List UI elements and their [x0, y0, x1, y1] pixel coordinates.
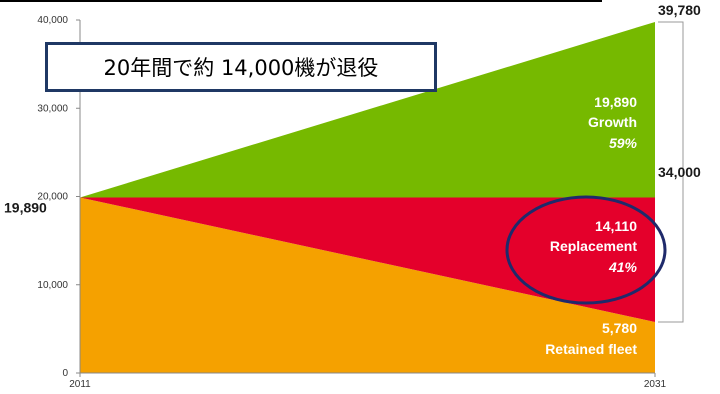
retained-value-label: 5,780	[602, 320, 637, 336]
total-bracket	[658, 21, 684, 323]
top-rule	[0, 0, 602, 2]
y-tick-label: 10,000	[37, 280, 68, 291]
x-tick-label: 2031	[644, 379, 667, 390]
replacement-name-label: Replacement	[550, 238, 637, 254]
growth-value-label: 19,890	[594, 94, 637, 110]
replacement-pct-label: 41%	[608, 259, 638, 275]
y-tick-label: 20,000	[37, 192, 68, 203]
growth-name-label: Growth	[588, 114, 637, 130]
callout-box: 20年間で約 14,000機が退役	[45, 42, 437, 92]
y-tick-label: 30,000	[37, 103, 68, 114]
replacement-value-label: 14,110	[595, 218, 637, 234]
bracket-total-label: 34,000	[658, 164, 701, 180]
callout-text: 20年間で約 14,000機が退役	[103, 56, 379, 80]
start-total-label: 19,890	[4, 199, 47, 215]
end-total-label: 39,780	[658, 2, 701, 18]
y-tick-label: 0	[62, 368, 68, 379]
area-growth	[80, 21, 655, 198]
x-tick-label: 2011	[69, 379, 91, 390]
growth-pct-label: 59%	[609, 135, 638, 151]
area-retained-fleet	[80, 197, 655, 373]
y-tick-label: 40,000	[37, 15, 68, 26]
retained-name-label: Retained fleet	[545, 341, 637, 357]
area-replacement	[80, 197, 655, 322]
highlight-ellipse	[505, 195, 667, 305]
